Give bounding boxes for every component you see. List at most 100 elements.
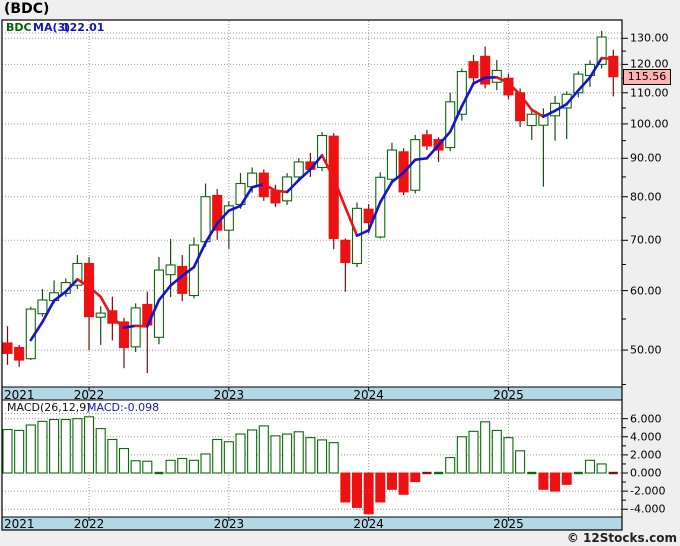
candle-body — [561, 93, 572, 109]
macd-bar-positive — [14, 429, 25, 474]
ma-line-segment — [297, 168, 312, 182]
macd-bar-positive — [142, 460, 153, 474]
candle-body — [421, 134, 432, 147]
ma-line-segment — [320, 153, 336, 180]
candle-body — [538, 114, 549, 126]
macd-bar-positive — [72, 418, 83, 474]
price-axis-label: 60.00 — [630, 284, 662, 298]
candle-body — [293, 161, 304, 178]
macd-bar-positive — [328, 442, 339, 474]
ma-line-segment — [472, 76, 487, 85]
macd-zero-dash — [608, 471, 618, 475]
ma-line-segment — [180, 265, 196, 278]
ma-line-segment — [378, 180, 394, 204]
ma-line-segment — [239, 185, 254, 208]
macd-bar-positive — [95, 428, 106, 474]
macd-legend-label: MACD(26,12,9) — [7, 401, 91, 414]
candle-body — [316, 134, 328, 169]
candle-body — [456, 71, 467, 115]
ma-line-segment — [262, 183, 277, 192]
ma-line-segment — [111, 316, 126, 329]
ma-line-segment — [530, 108, 545, 118]
macd-bar-negative — [550, 472, 561, 492]
ma-line-segment — [425, 143, 440, 160]
ma-line-segment — [577, 76, 592, 92]
candle-body — [596, 36, 607, 65]
macd-bar-positive — [456, 436, 467, 474]
ma-line-segment — [122, 324, 137, 329]
year-label: 2024 — [353, 388, 384, 402]
ma-line-segment — [460, 82, 475, 108]
candle-body — [363, 208, 374, 224]
chart-frame — [1, 19, 623, 531]
year-label: 2021 — [4, 517, 35, 531]
candle-body — [223, 205, 234, 231]
macd-bar-negative — [386, 472, 397, 490]
macd-axis-label: 0.000 — [630, 466, 662, 480]
year-label: 2022 — [73, 517, 105, 531]
candle-body — [270, 190, 281, 204]
ma-line-segment — [367, 200, 382, 232]
candle-body — [118, 321, 130, 349]
candle-body — [153, 269, 164, 338]
macd-bar-positive — [468, 430, 479, 474]
macd-axis-label: 2.000 — [630, 448, 662, 462]
year-label: 2021 — [4, 388, 35, 402]
macd-bar-negative — [410, 472, 421, 483]
candle-body — [37, 299, 48, 315]
macd-bar-positive — [247, 429, 258, 474]
macd-zero-dash — [434, 471, 444, 475]
macd-bar-positive — [60, 418, 71, 474]
macd-bar-positive — [188, 459, 199, 474]
ma-line-segment — [169, 274, 184, 287]
macd-bar-positive — [596, 463, 607, 474]
macd-bar-positive — [445, 457, 456, 474]
ma-line-segment — [332, 177, 347, 209]
year-label: 2023 — [213, 517, 245, 531]
ma-line-segment — [41, 299, 56, 324]
price-axis-label: 130.00 — [630, 31, 669, 45]
macd-bar-positive — [316, 439, 328, 474]
page-title: (BDC) — [4, 1, 50, 17]
ma-line-segment — [227, 204, 242, 212]
macd-bar-positive — [282, 433, 293, 474]
ma-line-segment — [309, 153, 324, 171]
macd-bar-positive — [491, 429, 502, 474]
ma-line-segment — [542, 109, 557, 118]
macd-bar-negative — [561, 472, 572, 485]
macd-bar-positive — [212, 438, 223, 474]
candle-body — [2, 342, 13, 354]
ma-line-segment — [355, 229, 370, 237]
year-label: 2024 — [353, 517, 384, 531]
macd-bar-positive — [258, 425, 269, 474]
ma-line-segment — [76, 278, 91, 289]
macd-bar-positive — [223, 441, 234, 474]
macd-bar-positive — [107, 438, 118, 474]
legend-symbol: BDC — [6, 21, 32, 34]
ma-line-segment — [274, 189, 289, 194]
candle-body — [340, 239, 351, 264]
macd-bar-positive — [118, 447, 130, 474]
macd-bar-positive — [165, 459, 176, 474]
year-label: 2025 — [493, 517, 524, 531]
ma-line-segment — [448, 104, 464, 134]
macd-axis-label: -4.000 — [630, 502, 666, 516]
candle-body — [515, 92, 526, 122]
ma-line-segment — [437, 130, 452, 147]
year-label: 2022 — [73, 388, 105, 402]
ma-line-segment — [553, 102, 569, 113]
ma-line-segment — [390, 171, 405, 184]
candle-body — [608, 55, 619, 78]
candle-body — [247, 172, 258, 188]
ma-line-segment — [215, 209, 231, 225]
price-axis-label: 50.00 — [630, 343, 662, 357]
macd-bar-positive — [235, 433, 246, 474]
ma-line-segment — [87, 285, 102, 299]
ma-line-segment — [157, 284, 172, 302]
candle-body — [480, 55, 491, 85]
candle-body — [375, 176, 386, 238]
macd-legend-value: MACD:-0.098 — [87, 401, 160, 414]
macd-bar-positive — [177, 457, 188, 474]
